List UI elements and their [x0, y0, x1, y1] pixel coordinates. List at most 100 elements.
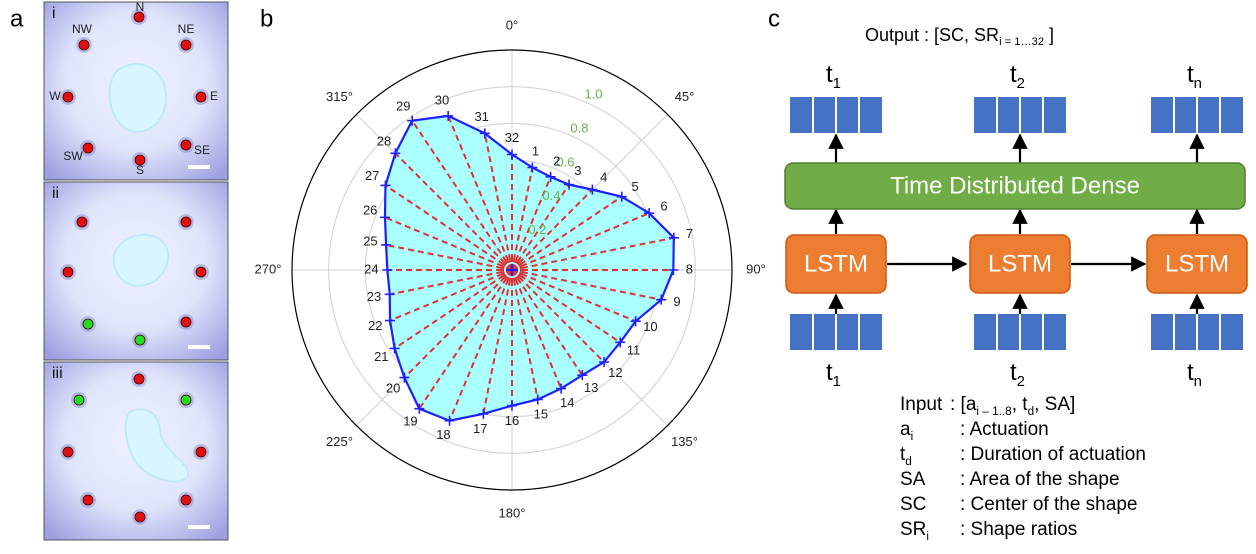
text-segment: ]: [1044, 25, 1054, 45]
droplet: [110, 64, 167, 132]
label: ai: [900, 419, 913, 443]
point-label: 30: [435, 93, 449, 108]
subpanel-label: i: [52, 5, 56, 22]
subscript: i: [926, 530, 929, 543]
label: tn: [1187, 61, 1202, 92]
label: t2: [1010, 359, 1025, 390]
label: : Area of the shape: [960, 469, 1120, 490]
direction-label: S: [136, 163, 144, 177]
electrode: [135, 512, 145, 522]
electrode: [83, 319, 93, 329]
point-label: 2: [553, 153, 560, 168]
electrode: [79, 40, 89, 50]
text-segment: : [a: [950, 394, 977, 415]
panel-label: a: [10, 5, 24, 32]
subpanel-label: iii: [52, 365, 63, 382]
label: : Actuation: [960, 419, 1049, 440]
point-label: 7: [686, 226, 693, 241]
electrode: [77, 217, 87, 227]
label: : Shape ratios: [960, 519, 1077, 540]
direction-label: NE: [178, 22, 195, 36]
lstm-label: LSTM: [1165, 250, 1229, 277]
electrode: [135, 335, 145, 345]
text-segment: , t: [1012, 394, 1029, 415]
point-label: 26: [363, 203, 377, 218]
scale-bar: [188, 525, 210, 529]
text-segment: , SA]: [1034, 394, 1075, 415]
text-segment: Input: [900, 394, 943, 415]
electrode: [63, 92, 73, 102]
point-label: 17: [473, 421, 487, 436]
lstm-label: LSTM: [988, 250, 1052, 277]
point-label: 16: [505, 413, 519, 428]
electrode: [74, 395, 84, 405]
r-tick-label: 0.2: [528, 222, 546, 237]
electrode: [181, 317, 191, 327]
electrode: [83, 143, 93, 153]
dense-label: Time Distributed Dense: [890, 172, 1140, 199]
electrode: [63, 267, 73, 277]
label: : [ai – 1..8, td, SA]: [950, 394, 1075, 418]
point-label: 3: [574, 163, 581, 178]
label: t2: [1010, 61, 1025, 92]
direction-label: SW: [63, 149, 83, 163]
point-label: 10: [643, 319, 657, 334]
electrode: [83, 495, 93, 505]
subscript: i – 1..8: [976, 405, 1012, 418]
point-label: 23: [367, 289, 381, 304]
label: : Center of the shape: [960, 494, 1137, 515]
subscript: d: [905, 455, 912, 468]
point-label: 31: [474, 109, 488, 124]
electrode: [181, 217, 191, 227]
point-label: 28: [377, 133, 391, 148]
electrode: [181, 40, 191, 50]
direction-label: E: [210, 89, 218, 103]
electrode: [181, 395, 191, 405]
text-segment: SA: [900, 469, 926, 490]
point-label: 12: [608, 365, 622, 380]
point-label: 13: [584, 380, 598, 395]
subscript: i: [911, 430, 914, 443]
text-segment: : Area of the shape: [960, 469, 1120, 490]
point-label: 27: [365, 168, 379, 183]
r-tick-label: 0.4: [542, 188, 560, 203]
subpanel-label: ii: [52, 185, 59, 202]
label: Output : [SC, SRi = 1…32 ]: [865, 25, 1054, 48]
electrode: [134, 374, 144, 384]
point-label: 24: [364, 261, 378, 276]
direction-label: N: [136, 0, 145, 14]
point-label: 20: [386, 380, 400, 395]
label: SC: [900, 494, 926, 515]
text-segment: : Shape ratios: [960, 519, 1077, 540]
lstm-label: LSTM: [804, 250, 868, 277]
point-label: 8: [686, 261, 693, 276]
label: : Duration of actuation: [960, 444, 1146, 465]
label: td: [900, 444, 912, 468]
theta-tick-label: 225°: [326, 434, 353, 449]
direction-label: SE: [194, 143, 210, 157]
r-tick-label: 1.0: [584, 87, 602, 102]
scale-bar: [188, 165, 210, 169]
point-label: 32: [505, 130, 519, 145]
label: SA: [900, 469, 926, 490]
theta-tick-label: 90°: [746, 261, 766, 276]
theta-tick-label: 135°: [671, 434, 698, 449]
scale-bar: [188, 345, 210, 349]
point-label: 22: [368, 318, 382, 333]
subscript: i = 1…32: [999, 36, 1044, 48]
theta-tick-label: 180°: [499, 505, 526, 520]
text-segment: SR: [900, 519, 926, 540]
point-label: 6: [660, 198, 667, 213]
text-segment: SC: [900, 494, 926, 515]
label: tn: [1187, 359, 1202, 390]
electrode: [63, 447, 73, 457]
theta-tick-label: 45°: [675, 89, 695, 104]
subscript: 1: [833, 76, 841, 92]
subscript: n: [1194, 76, 1202, 92]
figure: a b c iiiiiiNNWNEWESWSES0°45°90°135°180°…: [0, 0, 1256, 554]
point-label: 5: [631, 179, 638, 194]
point-label: 1: [532, 143, 539, 158]
point-label: 11: [627, 343, 641, 358]
theta-tick-label: 315°: [326, 89, 353, 104]
point-label: 19: [403, 413, 417, 428]
